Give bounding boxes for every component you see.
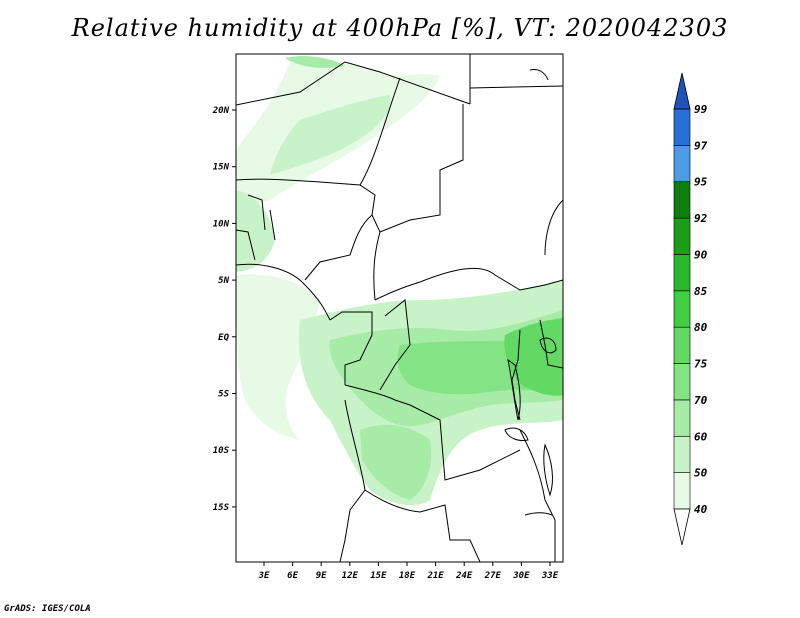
colorbar-label: 99 bbox=[694, 103, 708, 116]
lat-tick-label: 20N bbox=[212, 106, 230, 116]
lon-tick-label: 9E bbox=[316, 571, 327, 581]
colorbar-label: 40 bbox=[694, 503, 708, 516]
lon-tick-label: 30E bbox=[512, 571, 530, 581]
map-frame bbox=[235, 53, 564, 563]
lat-tick-label: 5S bbox=[218, 390, 229, 400]
colorbar-low-arrow bbox=[673, 508, 691, 546]
colorbar-label: 97 bbox=[694, 139, 708, 152]
colorbar-segment bbox=[673, 145, 691, 183]
humidity-contour-south bbox=[360, 424, 432, 500]
colorbar: 40 50 60 70 75 80 85 90 92 95 97 99 bbox=[673, 72, 708, 546]
lat-tick-label: 10N bbox=[213, 219, 230, 229]
colorbar-segment bbox=[673, 399, 691, 437]
colorbar-segment bbox=[673, 472, 691, 510]
lat-tick-label: 10S bbox=[213, 446, 230, 456]
lat-tick-label: 15N bbox=[213, 163, 230, 173]
lon-tick-label: 3E bbox=[258, 571, 270, 581]
lon-tick-label: 27E bbox=[484, 571, 502, 581]
humidity-shading bbox=[236, 56, 563, 506]
lakes bbox=[504, 69, 557, 516]
colorbar-label: 70 bbox=[694, 394, 708, 407]
lon-tick-label: 33E bbox=[541, 571, 559, 581]
lon-tick-label: 12E bbox=[342, 571, 359, 581]
grads-credit: GrADS: IGES/COLA bbox=[4, 604, 91, 614]
lon-tick-label: 6E bbox=[287, 571, 298, 581]
lon-tick-label: 24E bbox=[455, 571, 473, 581]
lat-tick-label: 15S bbox=[213, 503, 230, 513]
colorbar-segment bbox=[673, 181, 691, 219]
colorbar-label: 75 bbox=[694, 358, 708, 371]
colorbar-label: 92 bbox=[694, 212, 708, 225]
humidity-contour-west bbox=[236, 190, 275, 272]
colorbar-label: 80 bbox=[694, 321, 708, 334]
lat-tick-label: 5N bbox=[218, 276, 229, 286]
lon-tick-label: 18E bbox=[399, 571, 416, 581]
lat-axis: 20N 15N 10N 5N EQ 5S 10S 15S bbox=[212, 106, 236, 513]
colorbar-segment bbox=[673, 108, 691, 146]
humidity-contour-north-inner bbox=[270, 95, 391, 175]
humidity-contour-coast bbox=[236, 274, 320, 440]
colorbar-label: 85 bbox=[694, 285, 708, 298]
colorbar-segment bbox=[673, 217, 691, 255]
colorbar-segment bbox=[673, 254, 691, 292]
colorbar-segment bbox=[673, 363, 691, 401]
colorbar-high-arrow bbox=[673, 72, 691, 110]
colorbar-segment bbox=[673, 326, 691, 364]
lat-tick-label: EQ bbox=[218, 333, 229, 343]
colorbar-label: 95 bbox=[694, 176, 708, 189]
colorbar-label: 90 bbox=[694, 248, 708, 261]
colorbar-label: 60 bbox=[694, 430, 708, 443]
lon-axis: 3E 6E 9E 12E 15E 18E 21E 24E 27E 30E 33E bbox=[258, 562, 559, 581]
humidity-contour-top-strip bbox=[285, 56, 345, 68]
country-borders bbox=[236, 54, 563, 562]
lon-tick-label: 15E bbox=[370, 571, 387, 581]
colorbar-segment bbox=[673, 290, 691, 328]
lon-tick-label: 21E bbox=[426, 571, 444, 581]
colorbar-segment bbox=[673, 435, 691, 473]
colorbar-label: 50 bbox=[694, 467, 708, 480]
map-title: Relative humidity at 400hPa [%], VT: 202… bbox=[71, 14, 729, 42]
